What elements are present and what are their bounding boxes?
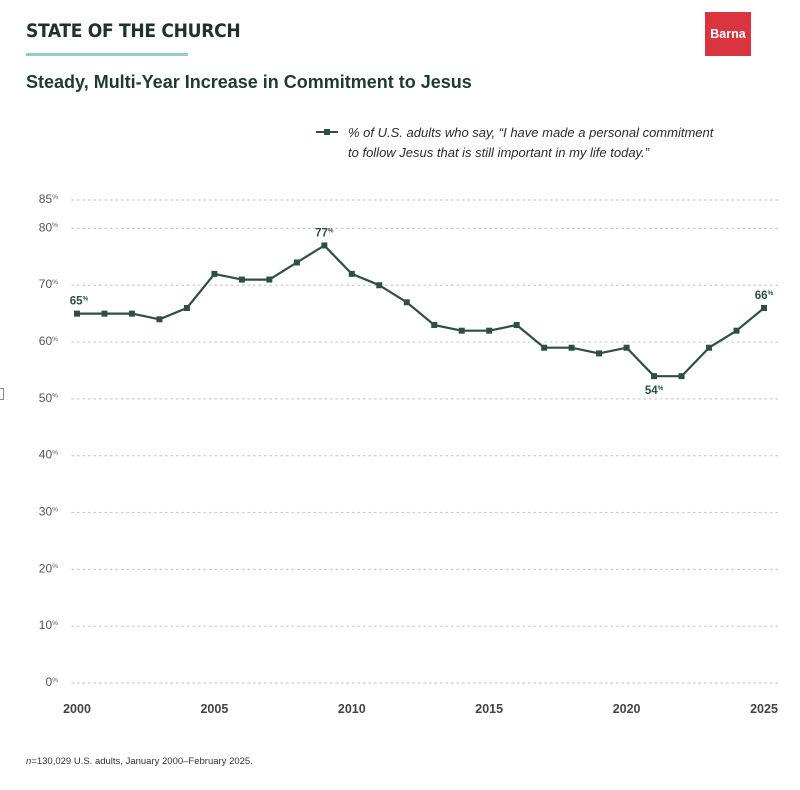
data-label-2021: 54%: [645, 385, 664, 397]
data-point-2003: [156, 316, 163, 323]
x-tick-label-2025: 2025: [750, 702, 778, 716]
y-tick-label-20-suffix: %: [52, 563, 58, 570]
data-point-2018: [568, 344, 575, 351]
y-tick-label-40-suffix: %: [52, 450, 58, 457]
y-tick-label-50: 50%: [39, 391, 58, 405]
legend-label-line-1: % of U.S. adults who say, “I have made a…: [348, 125, 714, 140]
data-point-2007: [266, 276, 273, 283]
data-point-2009: [321, 242, 328, 249]
data-label-2021-suffix: %: [658, 385, 664, 392]
data-point-2020: [623, 344, 630, 351]
data-point-2011: [376, 282, 383, 289]
y-tick-label-85-suffix: %: [52, 194, 58, 201]
data-point-2013: [431, 322, 438, 329]
legend-swatch: [316, 123, 338, 141]
data-point-2024: [733, 327, 740, 334]
y-tick-label-80: 80%: [39, 220, 58, 234]
data-point-2010: [348, 270, 355, 277]
chart-title: Steady, Multi-Year Increase in Commitmen…: [26, 72, 472, 92]
y-tick-label-10-suffix: %: [52, 620, 58, 627]
data-label-2025-suffix: %: [768, 290, 774, 297]
data-point-2015: [486, 327, 493, 334]
barna-logo: Barna: [705, 12, 751, 56]
data-point-2021: [651, 373, 658, 380]
data-point-2019: [596, 350, 603, 357]
legend-label: % of U.S. adults who say, “I have made a…: [348, 123, 713, 163]
x-tick-label-2010: 2010: [338, 702, 366, 716]
chart-legend: % of U.S. adults who say, “I have made a…: [316, 123, 786, 163]
footnote-text: =130,029 U.S. adults, January 2000–Febru…: [31, 756, 253, 767]
data-point-2012: [403, 299, 410, 306]
data-label-2025: 66%: [755, 290, 774, 302]
sample-size-footnote: n=130,029 U.S. adults, January 2000–Febr…: [26, 756, 253, 767]
scroll-edge-marker: [0, 388, 4, 400]
y-tick-label-70-suffix: %: [52, 279, 58, 286]
x-tick-label-2000: 2000: [63, 702, 91, 716]
data-point-2002: [128, 310, 135, 317]
header-underline: [26, 53, 188, 56]
y-tick-label-80-suffix: %: [52, 222, 58, 229]
data-point-2017: [541, 344, 548, 351]
data-point-2000: [74, 310, 80, 317]
y-tick-label-70: 70%: [39, 277, 58, 291]
data-point-2014: [458, 327, 465, 334]
data-point-2023: [706, 344, 713, 351]
footnote-n-label: n: [26, 756, 32, 767]
data-point-2005: [211, 270, 218, 277]
data-label-2000: 65%: [70, 296, 89, 308]
y-tick-label-0: 0%: [45, 675, 58, 689]
y-tick-label-60: 60%: [39, 334, 58, 348]
data-point-2016: [513, 322, 520, 329]
y-tick-label-20: 20%: [39, 561, 58, 575]
y-tick-label-50-suffix: %: [52, 393, 58, 400]
legend-label-line-2: to follow Jesus that is still important …: [348, 145, 650, 160]
x-tick-label-2015: 2015: [475, 702, 503, 716]
legend-marker-icon: [324, 129, 330, 135]
x-tick-label-2020: 2020: [613, 702, 641, 716]
data-point-2001: [101, 310, 108, 317]
y-tick-label-60-suffix: %: [52, 336, 58, 343]
y-tick-label-0-suffix: %: [52, 677, 58, 684]
y-tick-label-30: 30%: [39, 505, 58, 519]
data-label-2000-suffix: %: [83, 296, 89, 303]
data-label-2009: 77%: [315, 227, 334, 239]
data-point-2004: [183, 304, 190, 311]
data-point-2008: [293, 259, 300, 266]
x-tick-label-2005: 2005: [200, 702, 228, 716]
data-point-2025: [761, 304, 767, 311]
data-label-2009-suffix: %: [328, 227, 334, 234]
data-point-2022: [678, 373, 685, 380]
report-series-label: STATE OF THE CHURCH: [26, 20, 241, 42]
data-point-2006: [238, 276, 245, 283]
y-tick-label-40: 40%: [39, 448, 58, 462]
y-tick-label-30-suffix: %: [52, 506, 58, 513]
y-tick-label-10: 10%: [39, 618, 58, 632]
series-line-0: [77, 244, 765, 378]
y-tick-label-85: 85%: [39, 192, 58, 206]
